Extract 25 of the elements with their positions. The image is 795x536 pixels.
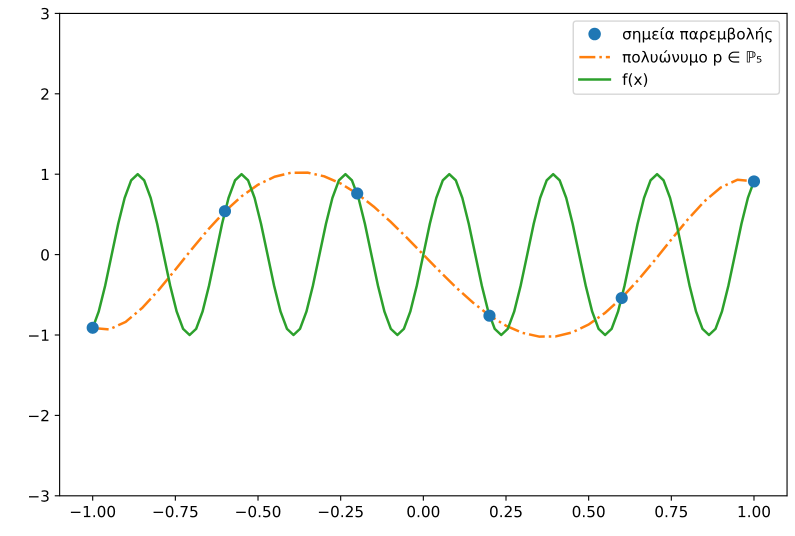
x-tick-label: −1.00 <box>70 506 116 518</box>
x-tick-label: −0.25 <box>318 506 363 518</box>
point <box>351 187 364 200</box>
y-tick-label: 1 <box>42 168 48 180</box>
y-tick-label: −1 <box>29 330 48 341</box>
y-tick-label: 0 <box>41 249 49 261</box>
point <box>483 310 496 322</box>
point <box>748 175 760 188</box>
legend-label: σημεία παρεμβολής <box>622 27 772 43</box>
x-tick-label: 1.00 <box>738 506 770 518</box>
point <box>616 292 628 304</box>
x-tick-label: −0.75 <box>154 506 198 518</box>
x-tick-label: 0.25 <box>490 506 522 518</box>
y-tick-label: 2 <box>41 88 48 100</box>
point <box>86 322 99 334</box>
x-tick-label: 0.00 <box>407 506 440 518</box>
point <box>218 205 232 218</box>
legend-label: f(x) <box>622 73 648 87</box>
y-tick-label: −2 <box>29 410 48 422</box>
legend-label: πολυώνυμο p ∈ ℙ₅ <box>622 50 762 66</box>
x-tick-label: 0.50 <box>572 506 605 518</box>
y-tick-label: 3 <box>41 8 49 20</box>
x-tick-label: −0.50 <box>236 506 280 518</box>
y-tick-label: −3 <box>29 490 49 502</box>
x-tick-label: 0.75 <box>655 506 687 518</box>
